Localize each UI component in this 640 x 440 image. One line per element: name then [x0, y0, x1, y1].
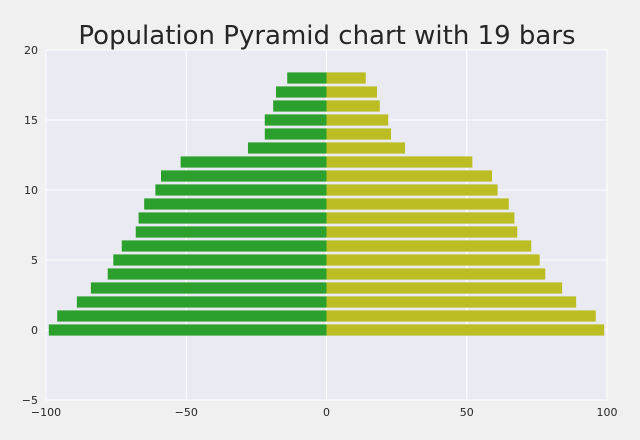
bar-right-9 — [326, 198, 509, 210]
bars — [48, 72, 605, 336]
bar-left-0 — [48, 324, 327, 336]
bar-left-7 — [135, 226, 327, 238]
bar-right-7 — [326, 226, 518, 238]
bar-right-0 — [326, 324, 605, 336]
bar-right-11 — [326, 170, 492, 182]
y-tick-label: 10 — [24, 184, 38, 197]
x-tick-label: 100 — [597, 406, 618, 419]
y-tick-label: 15 — [24, 114, 38, 127]
bar-right-8 — [326, 212, 515, 224]
x-tick-label: 50 — [460, 406, 474, 419]
bar-right-6 — [326, 240, 532, 252]
bar-right-10 — [326, 184, 498, 196]
y-tick-label: 20 — [24, 44, 38, 57]
chart-title: Population Pyramid chart with 19 bars — [78, 21, 575, 51]
bar-right-5 — [326, 254, 540, 266]
y-tick-label: −5 — [22, 394, 38, 407]
x-tick-label: −50 — [175, 406, 198, 419]
bar-right-1 — [326, 310, 596, 322]
bar-left-18 — [287, 72, 327, 84]
bar-left-2 — [76, 296, 327, 308]
bar-right-2 — [326, 296, 577, 308]
bar-right-4 — [326, 268, 546, 280]
y-tick-label: 5 — [31, 254, 38, 267]
bar-left-14 — [264, 128, 327, 140]
bar-left-8 — [138, 212, 327, 224]
bar-left-4 — [107, 268, 327, 280]
bar-right-13 — [326, 142, 406, 154]
bar-left-12 — [180, 156, 327, 168]
bar-right-17 — [326, 86, 377, 98]
bar-left-16 — [273, 100, 327, 112]
bar-right-15 — [326, 114, 389, 126]
bar-left-17 — [276, 86, 327, 98]
bar-right-16 — [326, 100, 380, 112]
x-tick-label: −100 — [31, 406, 61, 419]
bar-left-5 — [113, 254, 327, 266]
bar-left-9 — [144, 198, 327, 210]
bar-left-11 — [161, 170, 327, 182]
bar-left-3 — [90, 282, 327, 294]
bar-left-1 — [57, 310, 327, 322]
x-axis-ticks: −100 −50 0 50 100 — [31, 406, 618, 419]
bar-right-12 — [326, 156, 473, 168]
bar-left-15 — [264, 114, 327, 126]
bar-right-14 — [326, 128, 392, 140]
bar-right-3 — [326, 282, 563, 294]
y-axis-ticks: −5 0 5 10 15 20 — [22, 44, 38, 407]
bar-left-10 — [155, 184, 327, 196]
bar-right-18 — [326, 72, 366, 84]
y-tick-label: 0 — [31, 324, 38, 337]
x-tick-label: 0 — [323, 406, 330, 419]
bar-left-6 — [121, 240, 327, 252]
bar-left-13 — [247, 142, 327, 154]
